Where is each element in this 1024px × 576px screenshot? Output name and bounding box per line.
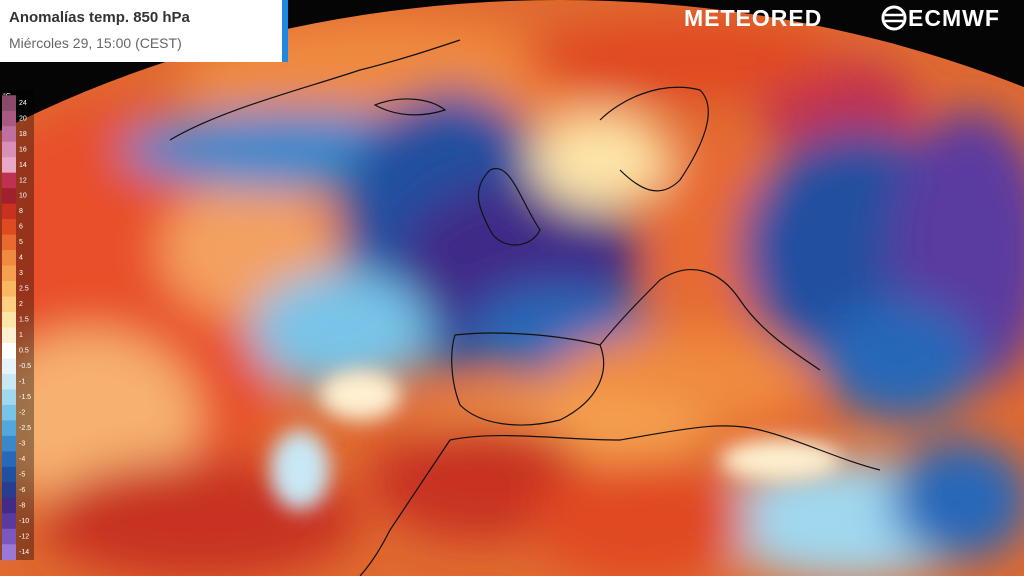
legend-swatch [2,203,16,220]
legend-label: 8 [19,208,23,215]
legend-label: -14 [19,549,29,556]
legend-label: 4 [19,255,23,262]
legend-swatch [2,342,16,359]
legend-swatch [2,466,16,483]
legend-label: 12 [19,177,27,184]
legend-label: -12 [19,533,29,540]
legend-label: -2.5 [19,425,31,432]
legend-swatch [2,435,16,452]
legend-label: 1.5 [19,317,29,324]
subtitle: Miércoles 29, 15:00 (CEST) [9,35,182,51]
legend-swatch [2,513,16,530]
legend-swatch [2,95,16,112]
legend-label: -5 [19,471,25,478]
legend-swatch [2,544,16,561]
legend-swatch [2,358,16,375]
legend-label: -6 [19,487,25,494]
legend-swatch [2,281,16,298]
legend-swatch [2,482,16,499]
legend-swatch [2,389,16,406]
title: Anomalías temp. 850 hPa [9,9,190,26]
legend-label: 16 [19,146,27,153]
legend-label: -0.5 [19,363,31,370]
legend-swatch [2,451,16,468]
legend-label: -1 [19,379,25,386]
legend-swatch [2,141,16,158]
legend-swatch [2,234,16,251]
legend-swatch [2,296,16,313]
ecmwf-icon [881,5,907,31]
legend-label: -2 [19,409,25,416]
legend-label: 2.5 [19,286,29,293]
legend: °C 24201816141210865432.521.510.5-0.5-1-… [0,90,34,561]
legend-swatch [2,126,16,143]
coastlines [169,39,881,576]
legend-swatch [2,265,16,282]
legend-swatch [2,157,16,174]
legend-swatch [2,420,16,437]
legend-swatch [2,250,16,267]
legend-swatch [2,373,16,390]
legend-label: 5 [19,239,23,246]
legend-swatch [2,528,16,545]
legend-label: 20 [19,115,27,122]
legend-swatch [2,404,16,421]
legend-label: 3 [19,270,23,277]
legend-swatch [2,312,16,328]
legend-label: -10 [19,518,29,525]
legend-label: 0.5 [19,348,29,355]
ecmwf-logo: ECMWF [908,5,1000,31]
legend-swatch [2,172,16,189]
legend-label: -3 [19,440,25,447]
legend-label: 6 [19,224,23,231]
legend-swatch [2,110,16,127]
title-box: Anomalías temp. 850 hPa Miércoles 29, 15… [0,0,288,62]
legend-label: 14 [19,162,27,169]
legend-label: 2 [19,301,23,308]
legend-swatch [2,219,16,236]
legend-swatch [2,497,16,514]
legend-swatch [2,327,16,344]
legend-label: -4 [19,456,25,463]
legend-label: 1 [19,332,23,339]
legend-label: 18 [19,131,27,138]
legend-label: -8 [19,502,25,509]
legend-label: 10 [19,193,27,200]
meteored-logo: METEORED [684,5,823,31]
legend-swatch [2,188,16,205]
legend-label: 24 [19,100,27,107]
legend-label: -1.5 [19,394,31,401]
